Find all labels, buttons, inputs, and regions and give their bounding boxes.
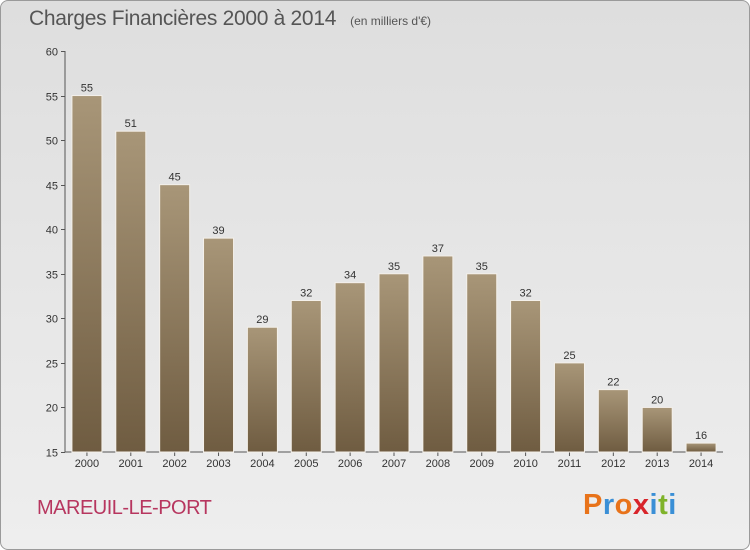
y-tick-label: 55 — [46, 92, 58, 104]
bar-value-label: 45 — [169, 172, 181, 184]
x-tick-label: 2001 — [119, 458, 143, 470]
bar-2011 — [553, 362, 585, 453]
logo-letter: t — [658, 489, 669, 521]
y-tick-label: 60 — [46, 47, 58, 59]
proxiti-logo[interactable]: Proxiti — [583, 489, 677, 522]
bar-value-label: 25 — [563, 350, 575, 362]
bar-value-label: 22 — [607, 377, 619, 389]
bars-group: 55 51 45 39 29 32 34 35 37 35 32 25 22 20 16 — [71, 83, 717, 453]
bar-2003 — [203, 237, 235, 453]
x-tick-label: 2008 — [426, 458, 450, 470]
x-tick-label: 2004 — [250, 458, 274, 470]
y-tick-label: 50 — [46, 136, 58, 148]
bar-value-label: 32 — [300, 288, 312, 300]
logo-letter: x — [632, 489, 650, 521]
bar-value-label: 55 — [81, 83, 93, 95]
city-name: MAREUIL-LE-PORT — [37, 497, 212, 519]
logo-letter: o — [614, 489, 633, 521]
bar-value-label: 16 — [695, 430, 707, 442]
logo-letter: i — [649, 489, 659, 521]
bar-2001 — [115, 130, 147, 453]
chart-title-block: Charges Financières 2000 à 2014 (en milli… — [29, 7, 431, 31]
bar-2009 — [466, 273, 498, 453]
bar-value-label: 39 — [212, 225, 224, 237]
x-tick-label: 2007 — [382, 458, 406, 470]
bar-value-label: 34 — [344, 270, 356, 282]
bar-value-label: 20 — [651, 394, 663, 406]
x-tick-label: 2000 — [75, 458, 99, 470]
bar-2005 — [290, 300, 322, 453]
chart-subtitle: (en milliers d'€) — [350, 14, 432, 28]
x-tick-label: 2009 — [469, 458, 493, 470]
y-tick-label: 20 — [46, 403, 58, 415]
chart-title: Charges Financières 2000 à 2014 — [29, 7, 337, 30]
bar-2004 — [246, 326, 278, 453]
bar-2012 — [597, 389, 629, 453]
logo-letter: r — [602, 489, 615, 521]
bar-value-label: 29 — [256, 314, 268, 326]
y-tick-label: 35 — [46, 270, 58, 282]
bar-2000 — [71, 95, 103, 453]
x-tick-label: 2005 — [294, 458, 318, 470]
x-tick-label: 2012 — [601, 458, 625, 470]
y-tick-label: 40 — [46, 225, 58, 237]
y-tick-label: 45 — [46, 181, 58, 193]
bar-2008 — [422, 255, 454, 453]
x-tick-label: 2006 — [338, 458, 362, 470]
y-tick-label: 15 — [46, 448, 58, 460]
bar-value-label: 51 — [125, 118, 137, 130]
bar-2002 — [159, 184, 191, 453]
logo-letter: i — [668, 489, 677, 521]
bar-2014 — [685, 442, 717, 453]
bar-value-label: 32 — [519, 288, 531, 300]
x-tick-label: 2014 — [689, 458, 713, 470]
logo-letter: P — [583, 489, 603, 521]
bar-2013 — [641, 406, 673, 453]
y-tick-label: 30 — [46, 314, 58, 326]
x-tick-label: 2010 — [513, 458, 537, 470]
y-tick-label: 25 — [46, 359, 58, 371]
bar-value-label: 35 — [476, 261, 488, 273]
bar-2007 — [378, 273, 410, 453]
x-tick-label: 2002 — [162, 458, 186, 470]
x-tick-label: 2003 — [206, 458, 230, 470]
bar-value-label: 37 — [432, 243, 444, 255]
x-tick-label: 2013 — [645, 458, 669, 470]
bar-2010 — [510, 300, 542, 453]
x-tick-label: 2011 — [558, 458, 582, 470]
bar-2006 — [334, 282, 366, 453]
bar-value-label: 35 — [388, 261, 400, 273]
